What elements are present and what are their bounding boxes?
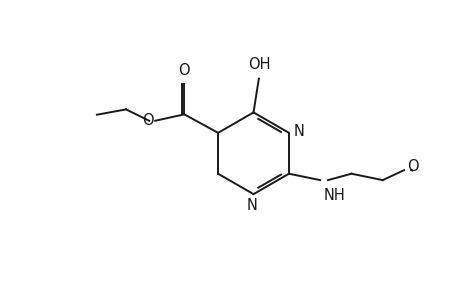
Text: NH: NH: [323, 188, 345, 203]
Text: O: O: [141, 112, 153, 128]
Text: OH: OH: [248, 57, 270, 72]
Text: N: N: [246, 198, 257, 213]
Text: O: O: [406, 159, 418, 174]
Text: N: N: [293, 124, 304, 139]
Text: O: O: [178, 63, 190, 78]
